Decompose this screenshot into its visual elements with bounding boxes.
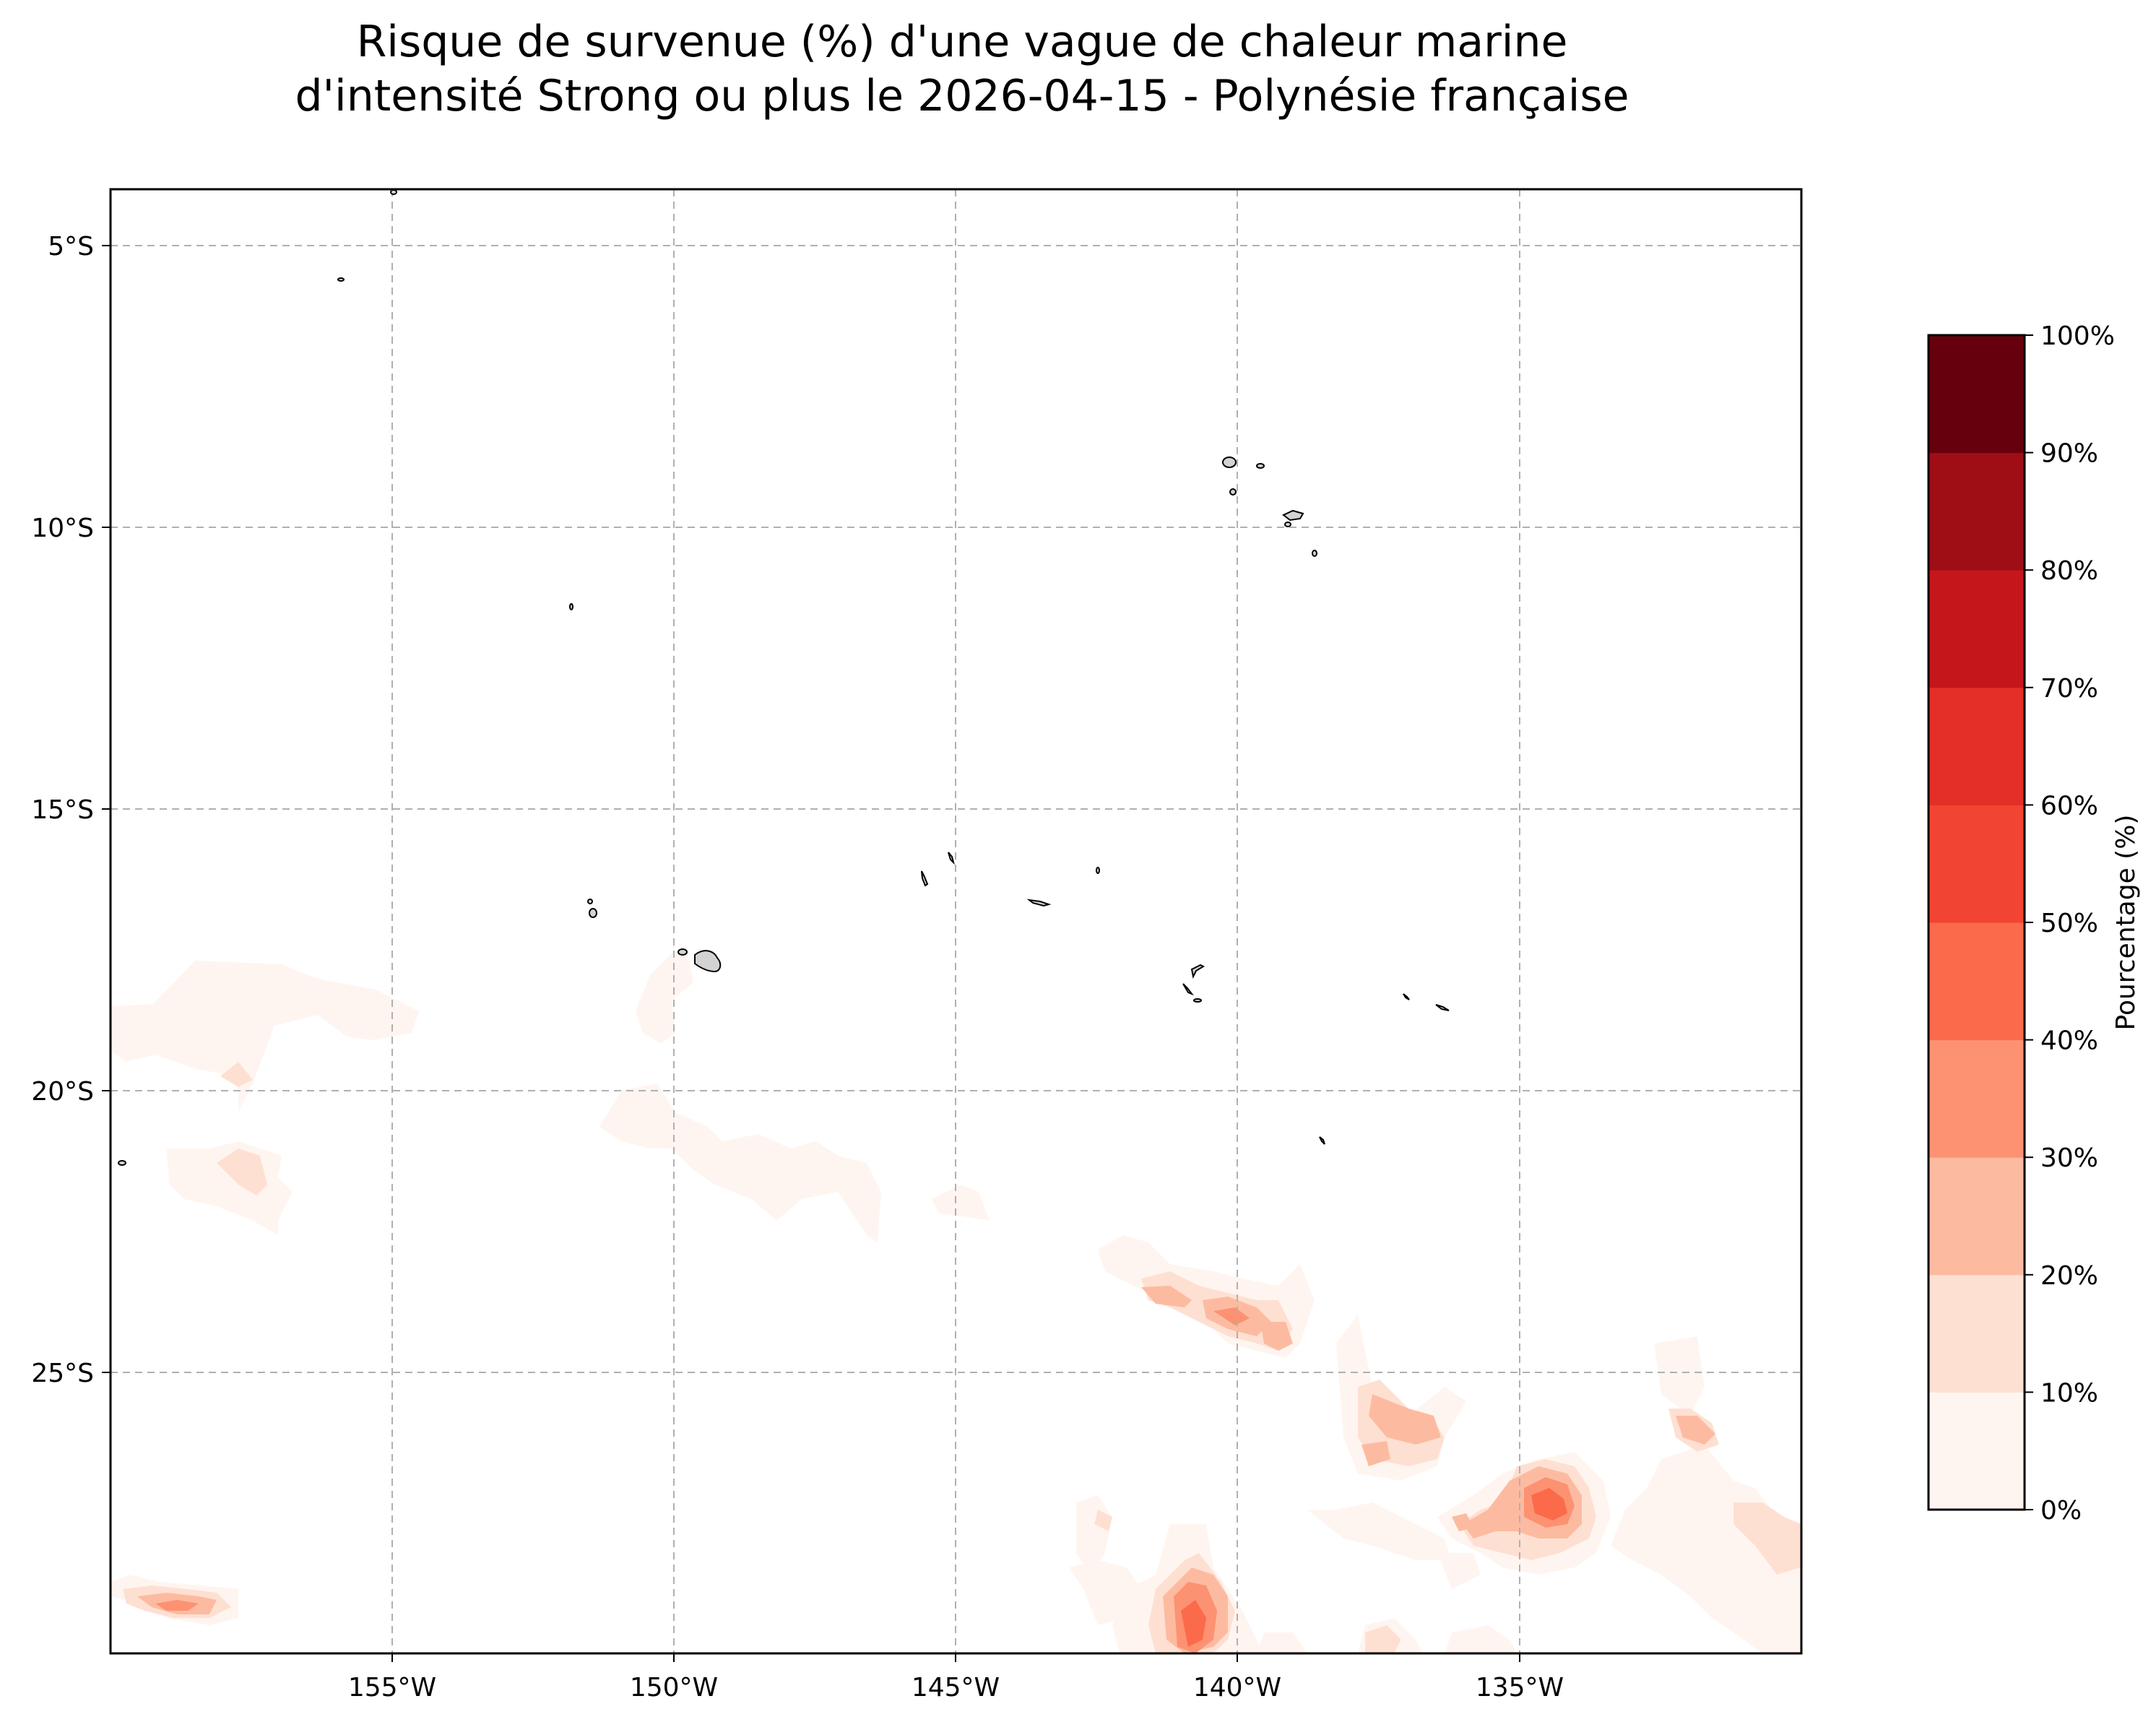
lat-label-25s: 25°S [31,1359,94,1388]
colorbar-tick-label: 60% [2040,791,2098,821]
colorbar-tick-label: 30% [2040,1143,2098,1173]
lat-label-10s: 10°S [31,514,94,543]
colorbar-ticks: 0% 10% 20% 30% 40% 50% 60% 70% 80% 90% 100% [2025,321,2115,1526]
colorbar-label: Pourcentage (%) [2111,815,2141,1031]
lon-label-150w: 150°W [630,1673,718,1702]
lat-label-20s: 20°S [31,1077,94,1107]
colorbar-band [1928,570,2025,688]
lon-label-135w: 135°W [1476,1673,1564,1702]
colorbar-tick-label: 70% [2040,674,2098,704]
colorbar-tick-label: 0% [2040,1496,2082,1526]
lon-ticks [391,1653,1520,1662]
colorbar-tick-label: 50% [2040,909,2098,938]
colorbar [1928,335,2025,1510]
lat-ticks [102,245,111,1373]
colorbar-band [1928,1274,2025,1393]
map-area [111,189,1801,1653]
lon-label-155w: 155°W [348,1673,436,1702]
map-title-line-2: d'intensité Strong ou plus le 2026-04-15… [295,71,1629,121]
map-title-line-1: Risque de survenue (%) d'une vague de ch… [356,17,1568,67]
lon-label-140w: 140°W [1193,1673,1281,1702]
colorbar-tick-label: 40% [2040,1026,2098,1056]
colorbar-band [1928,805,2025,923]
colorbar-band [1928,1392,2025,1510]
lat-label-15s: 15°S [31,795,94,825]
colorbar-tick-label: 100% [2040,321,2115,351]
colorbar-tick-label: 10% [2040,1378,2098,1408]
gridlines [111,189,1801,1653]
colorbar-tick-label: 80% [2040,556,2098,586]
lon-label-145w: 145°W [912,1673,1000,1702]
lat-label-5s: 5°S [48,232,94,261]
colorbar-band [1928,1039,2025,1158]
risk-contour-40-50 [1181,1488,1567,1647]
islands [118,189,1450,1166]
colorbar-band [1928,1157,2025,1276]
colorbar-band [1928,922,2025,1041]
colorbar-band [1928,335,2025,454]
colorbar-tick-label: 90% [2040,439,2098,469]
colorbar-band [1928,452,2025,571]
colorbar-tick-label: 20% [2040,1261,2098,1291]
colorbar-band [1928,687,2025,805]
